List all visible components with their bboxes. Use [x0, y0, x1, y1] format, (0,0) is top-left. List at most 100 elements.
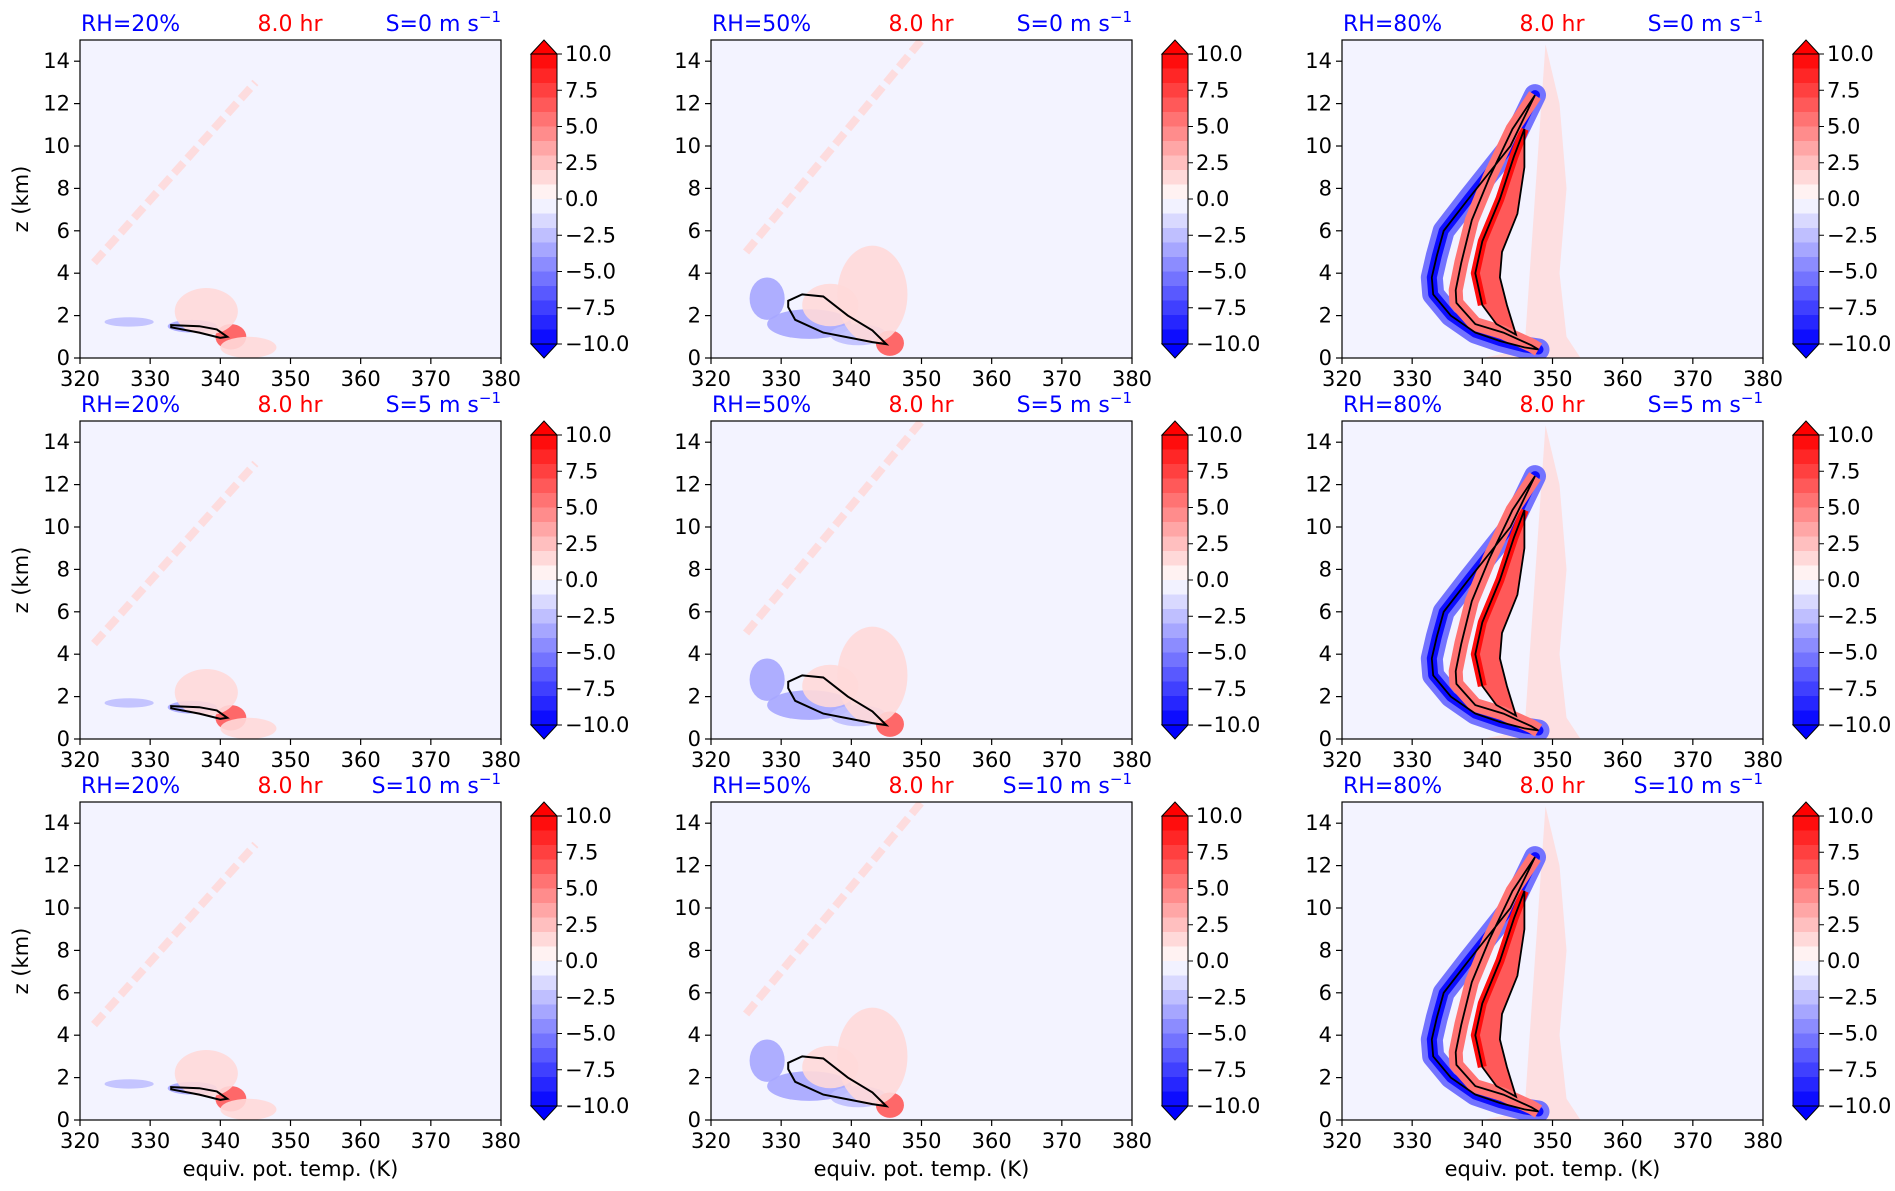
panel-rh20-s0: 320 330 340 350 360 370 380 0 2 4 6 8 10 12 14 z (km) RH…: [9, 8, 629, 391]
colorbar-level: [1793, 315, 1819, 330]
y-tick-label: 6: [57, 219, 70, 243]
colorbar-level: [1793, 435, 1819, 450]
colorbar-level: [531, 97, 557, 113]
colorbar-level: [1162, 681, 1188, 697]
colorbar-level: [531, 228, 557, 243]
y-tick-label: 6: [688, 981, 701, 1005]
colorbar-tick-label: −7.5: [1827, 677, 1878, 701]
colorbar-level: [1793, 184, 1819, 200]
colorbar-level: [1162, 257, 1188, 272]
colorbar-level: [1162, 1033, 1188, 1049]
y-axis-label: z (km): [9, 166, 33, 233]
colorbar: −10.0 −7.5 −5.0 −2.5 0.0 2.5 5.0 7.5 10.0: [1791, 39, 1891, 359]
x-tick-label: 330: [1392, 1129, 1432, 1153]
colorbar-level: [1793, 696, 1819, 711]
field-blob-3: [174, 669, 238, 716]
colorbar-level: [531, 946, 557, 962]
x-tick-label: 360: [1603, 748, 1643, 772]
field-blob-4: [220, 717, 277, 739]
colorbar-tick-label: −5.0: [1827, 260, 1878, 284]
colorbar-extend-min: [529, 343, 559, 359]
colorbar-level: [1162, 1062, 1188, 1078]
colorbar-tick-label: 0.0: [1196, 568, 1229, 592]
plot-background: [80, 421, 501, 739]
contour-line-0: [1430, 475, 1539, 732]
contour-line-1: [1474, 890, 1526, 1099]
colorbar-level: [1162, 271, 1188, 287]
shear-label: S=5 m s−1: [1648, 389, 1763, 418]
colorbar-tick-label: 10.0: [565, 42, 612, 66]
x-tick-label: 320: [60, 367, 100, 391]
y-tick-label: 14: [674, 811, 701, 835]
colorbar-level: [531, 816, 557, 831]
x-tick-label: 380: [1112, 748, 1152, 772]
field-blob-5: [802, 283, 859, 327]
rh-label: RH=50%: [712, 12, 811, 37]
y-axis-label: z (km): [9, 547, 33, 614]
colorbar-level: [531, 990, 557, 1005]
field-blob-3: [174, 288, 238, 335]
contour-line-0: [787, 293, 890, 346]
plot-background: [80, 802, 501, 1120]
y-tick-label: 0: [688, 1108, 701, 1132]
colorbar-level: [1793, 961, 1819, 976]
colorbar-tick-label: 0.0: [565, 949, 598, 973]
colorbar-level: [1162, 507, 1188, 523]
shear-label: S=0 m s−1: [386, 8, 501, 37]
colorbar-level: [1162, 565, 1188, 581]
warm-band: [1475, 129, 1525, 335]
time-label: 8.0 hr: [1520, 393, 1586, 418]
colorbar-tick-label: −2.5: [565, 985, 616, 1009]
colorbar-level: [531, 1048, 557, 1063]
colorbar-extend-min: [1160, 1105, 1190, 1121]
x-tick-label: 340: [1462, 367, 1502, 391]
y-tick-label: 12: [1305, 473, 1332, 497]
diagonal-streak: [91, 841, 259, 1028]
y-tick-label: 0: [1319, 346, 1332, 370]
colorbar-level: [531, 667, 557, 682]
x-tick-label: 350: [1532, 1129, 1572, 1153]
colorbar-level: [531, 874, 557, 889]
colorbar-level: [1793, 271, 1819, 287]
diagonal-streak: [743, 40, 925, 255]
colorbar-level: [531, 126, 557, 142]
colorbar-level: [1162, 859, 1188, 875]
colorbar-level: [1162, 112, 1188, 127]
colorbar-level: [531, 932, 557, 947]
colorbar-level: [531, 449, 557, 465]
colorbar-level: [531, 536, 557, 552]
contour-fill: [743, 802, 925, 1118]
contour-line-0: [170, 324, 230, 339]
x-tick-label: 380: [481, 748, 521, 772]
colorbar-tick-label: −5.0: [565, 260, 616, 284]
colorbar-level: [1793, 1048, 1819, 1063]
x-tick-label: 320: [1322, 748, 1362, 772]
colorbar-level: [531, 1091, 557, 1107]
colorbar-level: [531, 435, 557, 450]
y-tick-label: 8: [57, 557, 70, 581]
x-tick-label: 350: [901, 1129, 941, 1153]
colorbar-level: [1162, 141, 1188, 156]
colorbar-tick-label: 2.5: [565, 913, 598, 937]
colorbar-level: [1793, 83, 1819, 98]
rh-label: RH=50%: [712, 393, 811, 418]
colorbar-level: [1793, 565, 1819, 581]
colorbar-level: [531, 681, 557, 697]
colorbar-level: [1162, 594, 1188, 610]
x-tick-label: 360: [972, 367, 1012, 391]
colorbar-extend-min: [1160, 724, 1190, 740]
x-tick-label: 320: [1322, 367, 1362, 391]
colorbar-tick-label: −7.5: [1196, 677, 1247, 701]
colorbar-tick-label: −10.0: [1196, 332, 1260, 356]
y-tick-label: 10: [43, 515, 70, 539]
colorbar-level: [531, 300, 557, 316]
y-tick-label: 0: [688, 346, 701, 370]
panel-rh80-s5: 320 330 340 350 360 370 380 0 2 4 6 8 10 12 14 RH=80% 8.…: [1305, 389, 1891, 772]
y-tick-label: 8: [688, 176, 701, 200]
colorbar-level: [1162, 242, 1188, 258]
colorbar-level: [1162, 449, 1188, 465]
contour-line-0: [1430, 856, 1539, 1113]
colorbar-level: [531, 1033, 557, 1049]
x-tick-label: 350: [1532, 748, 1572, 772]
colorbar-level: [1793, 300, 1819, 316]
